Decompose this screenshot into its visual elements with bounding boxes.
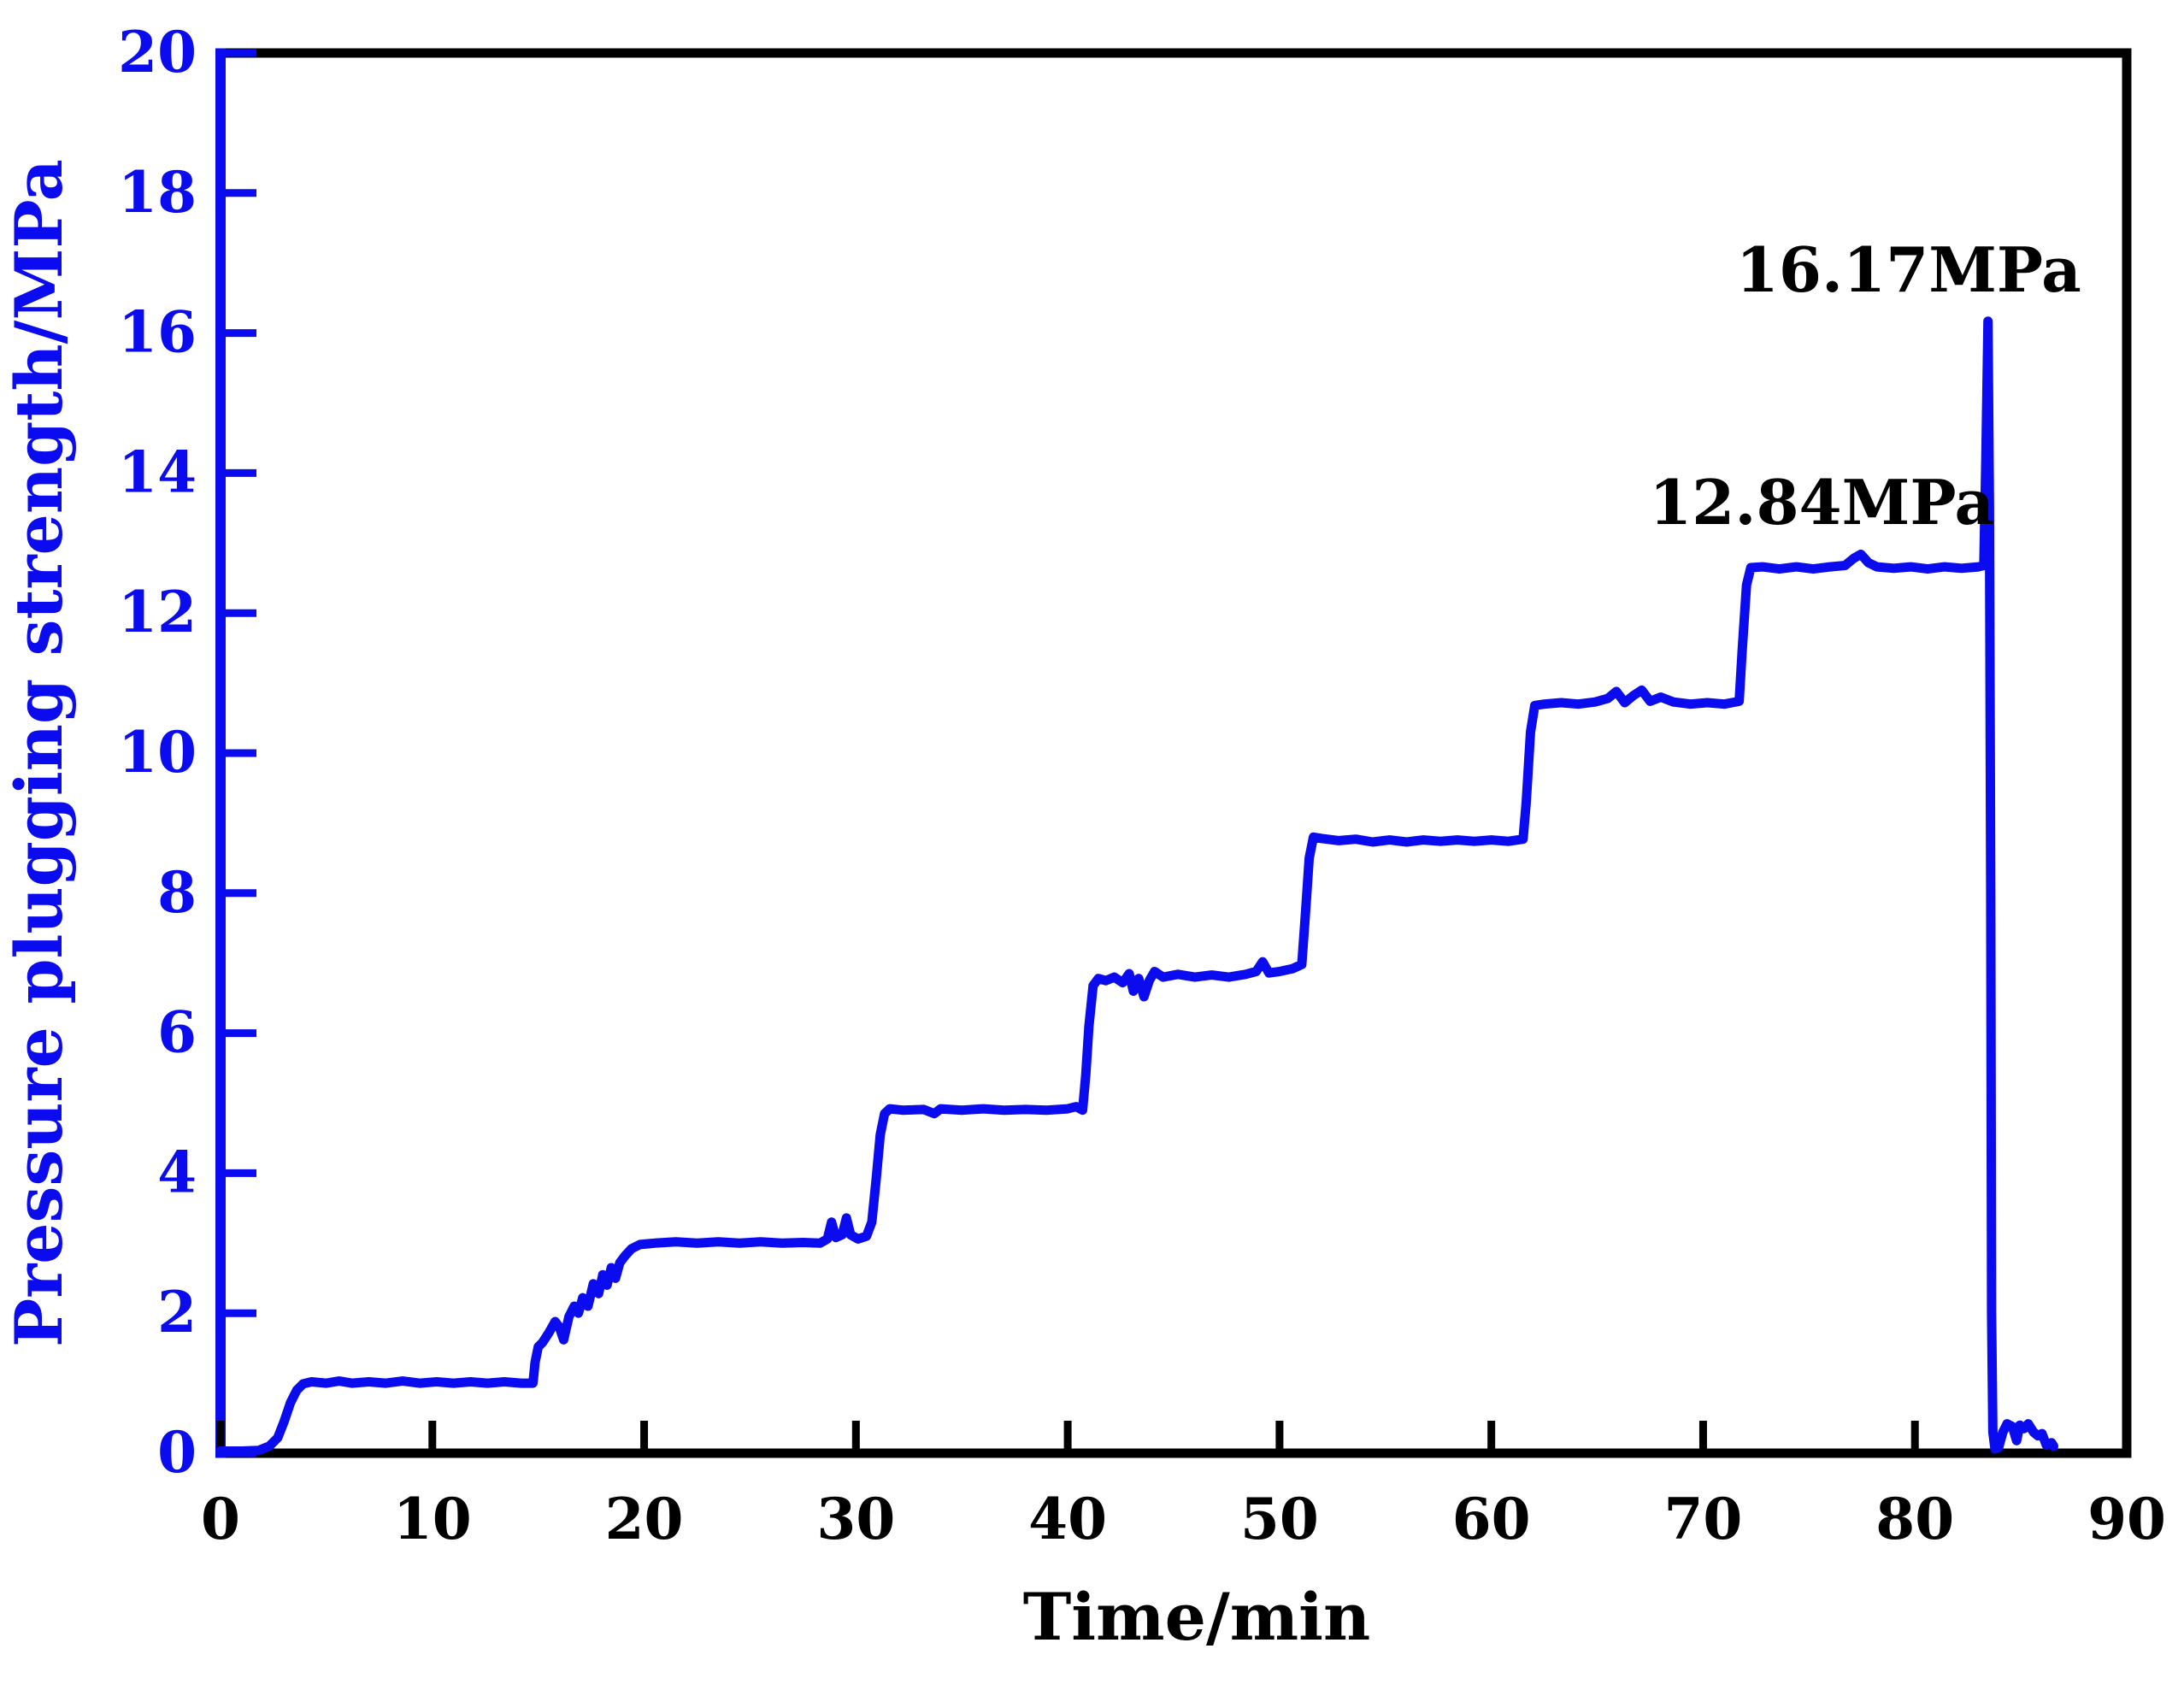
x-tick-label: 10 <box>393 1486 472 1552</box>
pressure-curve-group <box>215 316 2058 1456</box>
x-tick-label: 30 <box>816 1486 895 1552</box>
annotations: 16.17MPa 12.84MPa <box>1649 233 2081 539</box>
x-axis-title: Time/min <box>1023 1579 1371 1655</box>
x-tick-label: 50 <box>1240 1486 1319 1552</box>
y-tick-label: 8 <box>157 859 197 926</box>
y-axis-tick-labels: 0 2 4 6 8 10 12 14 16 18 20 <box>118 19 197 1486</box>
y-tick-label: 4 <box>157 1139 197 1205</box>
y-tick-label: 10 <box>118 719 197 786</box>
y-tick-label: 18 <box>118 159 197 226</box>
plot-frame <box>215 48 2132 1458</box>
y-tick-label: 2 <box>157 1279 197 1345</box>
x-tick-label: 20 <box>605 1486 684 1552</box>
x-axis-tick-labels: 0 10 20 30 40 50 60 70 80 90 <box>201 1486 2166 1552</box>
x-tick-label: 60 <box>1452 1486 1531 1552</box>
y-tick-label: 16 <box>118 299 197 366</box>
x-tick-label: 80 <box>1875 1486 1954 1552</box>
y-axis-ticks <box>222 49 256 1457</box>
y-tick-label: 0 <box>157 1419 197 1486</box>
x-tick-label: 70 <box>1664 1486 1743 1552</box>
x-tick-label: 90 <box>2087 1486 2166 1552</box>
y-tick-label: 12 <box>118 579 197 645</box>
pressure-curve <box>215 316 2058 1456</box>
x-axis-ticks <box>216 1421 2131 1451</box>
x-tick-label: 0 <box>201 1486 240 1552</box>
y-tick-label: 6 <box>157 999 197 1066</box>
y-tick-label: 20 <box>118 19 197 85</box>
annotation-peak: 16.17MPa <box>1736 233 2081 306</box>
y-axis-title: Pressure plugging strength/MPa <box>1 159 77 1347</box>
y-tick-label: 14 <box>118 439 197 505</box>
annotation-stage: 12.84MPa <box>1649 466 1994 539</box>
x-tick-label: 40 <box>1028 1486 1107 1552</box>
